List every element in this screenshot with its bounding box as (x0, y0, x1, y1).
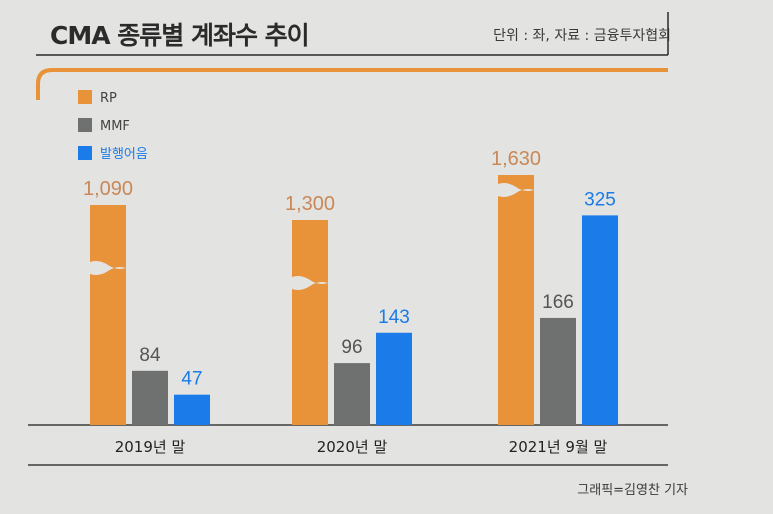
legend-label-rp: RP (100, 91, 117, 106)
bar-rp-1 (292, 220, 328, 425)
bar-rp-0 (90, 205, 126, 425)
category-label-1: 2020년 말 (317, 438, 388, 456)
page-title: CMA 종류별 계좌수 추이 (50, 21, 310, 50)
value-label-rp-2: 1,630 (491, 148, 541, 170)
legend-swatch-rp (78, 90, 92, 104)
bar-mmf-0 (132, 370, 168, 425)
value-label-paper-1: 143 (378, 307, 410, 328)
value-label-mmf-2: 166 (542, 292, 574, 313)
axis-break-mark-0 (84, 261, 132, 275)
axis-break-mark-1 (286, 276, 334, 290)
bar-paper-1 (376, 332, 412, 425)
bar-rp-2 (498, 175, 534, 425)
bar-mmf-2 (540, 317, 576, 425)
value-labels: 1,090 84 47 1,300 96 143 1,630 166 325 (83, 148, 616, 390)
value-label-mmf-1: 96 (341, 337, 362, 358)
bars (84, 175, 618, 425)
credit-note: 그래픽=김영찬 기자 (577, 483, 688, 498)
accent-frame (36, 68, 668, 100)
category-labels: 2019년 말 2020년 말 2021년 9월 말 (115, 438, 608, 456)
legend: RP MMF 발행어음 (78, 90, 148, 162)
value-label-mmf-0: 84 (139, 345, 161, 366)
bar-paper-2 (582, 215, 618, 425)
category-label-2: 2021년 9월 말 (509, 438, 608, 456)
value-label-paper-0: 47 (181, 369, 202, 390)
bar-paper-0 (174, 394, 210, 425)
value-label-rp-0: 1,090 (83, 178, 133, 200)
source-note: 단위 : 좌, 자료 : 금융투자협회 (493, 28, 671, 44)
legend-label-mmf: MMF (100, 119, 130, 134)
value-label-rp-1: 1,300 (285, 193, 335, 215)
bar-mmf-1 (334, 363, 370, 425)
axis-break-mark-2 (492, 183, 540, 197)
legend-swatch-mmf (78, 118, 92, 132)
value-label-paper-2: 325 (584, 189, 616, 210)
legend-swatch-paper (78, 146, 92, 160)
legend-label-paper: 발행어음 (100, 146, 148, 162)
category-label-0: 2019년 말 (115, 438, 186, 456)
